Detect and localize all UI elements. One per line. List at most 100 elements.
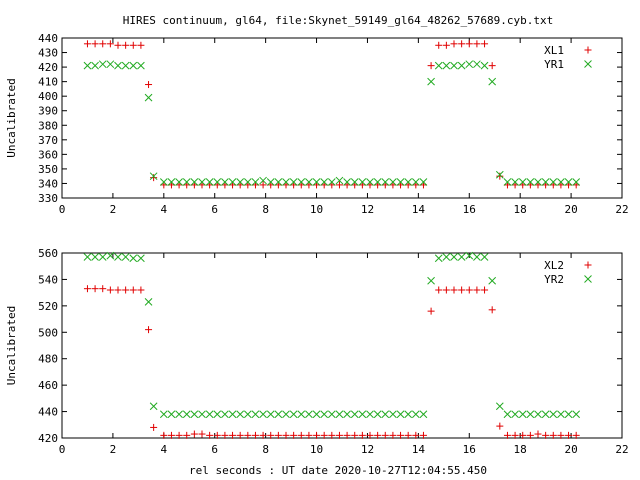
data-point xyxy=(465,60,474,69)
data-point xyxy=(435,41,443,49)
data-point xyxy=(129,254,138,263)
data-point xyxy=(305,178,313,186)
data-point xyxy=(427,62,435,70)
data-point xyxy=(229,431,237,439)
data-point xyxy=(450,61,458,70)
x-tick-label: 0 xyxy=(59,443,66,456)
data-point xyxy=(389,178,397,186)
data-point xyxy=(427,77,435,86)
data-point xyxy=(274,431,282,439)
data-point xyxy=(381,410,390,419)
legend-label: XL1 xyxy=(544,44,564,57)
data-point xyxy=(411,178,420,186)
data-point xyxy=(206,431,214,439)
data-point xyxy=(557,410,565,419)
data-point xyxy=(190,410,199,419)
data-point xyxy=(465,286,473,294)
y-tick-label: 390 xyxy=(38,105,58,118)
y-tick-label: 370 xyxy=(38,134,58,147)
data-point xyxy=(518,178,527,186)
data-point xyxy=(114,253,122,261)
data-point xyxy=(442,286,450,294)
x-tick-label: 0 xyxy=(59,203,66,216)
y-tick-label: 350 xyxy=(38,163,58,176)
data-point xyxy=(175,431,183,439)
x-tick-label: 20 xyxy=(564,203,577,216)
data-point xyxy=(343,410,351,419)
data-point xyxy=(129,61,138,70)
data-point xyxy=(495,170,504,179)
x-tick-label: 20 xyxy=(564,443,577,456)
data-point xyxy=(228,178,237,186)
data-point xyxy=(244,431,252,439)
y-tick-label: 330 xyxy=(38,192,58,205)
x-tick-label: 22 xyxy=(615,203,628,216)
data-point xyxy=(519,431,527,439)
data-point xyxy=(511,410,519,419)
data-point xyxy=(503,431,511,439)
x-tick-label: 6 xyxy=(211,203,218,216)
data-point xyxy=(397,431,405,439)
y-tick-label: 430 xyxy=(38,47,58,60)
data-point xyxy=(572,178,581,186)
y-tick-label: 540 xyxy=(38,273,58,286)
data-point xyxy=(91,253,99,261)
data-point xyxy=(213,431,221,439)
data-point xyxy=(137,286,145,294)
data-point xyxy=(343,178,351,186)
data-point xyxy=(289,410,298,419)
data-point xyxy=(313,431,321,439)
y-tick-label: 440 xyxy=(38,406,58,419)
data-point xyxy=(150,423,158,431)
data-point xyxy=(243,410,252,419)
data-point xyxy=(236,410,245,419)
data-point xyxy=(297,410,306,419)
data-point xyxy=(274,178,283,186)
data-point xyxy=(190,178,199,186)
data-point xyxy=(228,410,237,419)
legend-label: YR2 xyxy=(544,273,564,286)
data-point xyxy=(243,178,252,186)
data-point xyxy=(137,61,145,70)
data-point xyxy=(473,253,481,261)
data-point xyxy=(419,431,427,439)
data-point xyxy=(122,41,130,49)
x-tick-label: 12 xyxy=(361,443,374,456)
data-point xyxy=(129,41,137,49)
y-tick-label: 360 xyxy=(38,148,58,161)
data-point xyxy=(297,431,305,439)
data-point xyxy=(442,41,450,49)
data-point xyxy=(488,306,496,314)
data-point xyxy=(114,41,122,49)
data-point xyxy=(175,178,183,186)
data-point xyxy=(442,61,451,70)
data-point xyxy=(564,178,573,186)
data-point xyxy=(542,431,550,439)
x-tick-label: 8 xyxy=(262,203,269,216)
data-point xyxy=(167,431,175,439)
y-tick-label: 460 xyxy=(38,379,58,392)
data-point xyxy=(450,40,458,48)
data-point xyxy=(496,172,504,180)
data-point xyxy=(389,410,397,419)
data-point xyxy=(374,431,382,439)
data-point xyxy=(251,178,260,186)
data-point xyxy=(511,431,519,439)
series-YR1 xyxy=(83,60,581,186)
plot-frame xyxy=(61,37,623,199)
data-point xyxy=(358,178,367,186)
data-point xyxy=(312,410,321,419)
legend-label: XL2 xyxy=(544,259,564,272)
data-point xyxy=(129,286,137,294)
data-point xyxy=(274,410,283,419)
x-tick-label: 10 xyxy=(310,443,323,456)
data-point xyxy=(114,286,122,294)
data-point xyxy=(404,410,413,419)
data-point xyxy=(198,178,206,186)
data-point xyxy=(320,410,329,419)
plot-frame xyxy=(61,252,623,439)
x-tick-label: 18 xyxy=(514,443,527,456)
data-point xyxy=(145,326,153,334)
x-tick-label: 14 xyxy=(412,203,426,216)
data-point xyxy=(366,178,374,186)
